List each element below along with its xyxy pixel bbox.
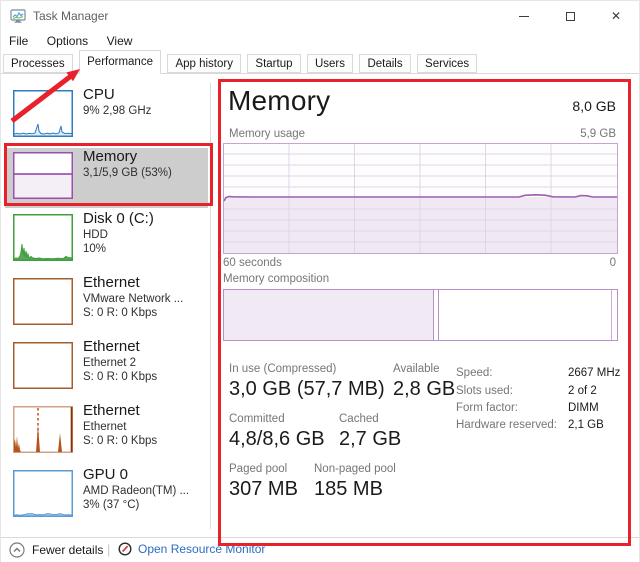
maximize-icon (565, 11, 575, 21)
maximize-button[interactable] (547, 1, 593, 31)
sidebar-ethernet1-detail1: VMware Network ... (83, 293, 184, 305)
fewer-details-button[interactable]: Fewer details (9, 542, 103, 558)
available-value: 2,8 GB (393, 378, 456, 400)
sidebar-gpu-label: GPU 0 (83, 466, 129, 483)
sidebar-disk-label: Disk 0 (C:) (83, 210, 154, 227)
close-button[interactable]: ✕ (593, 1, 639, 31)
paged-pool-label: Paged pool (229, 463, 288, 475)
sidebar-item-disk0[interactable]: Disk 0 (C:) HDD 10% (5, 210, 208, 270)
cached-value: 2,7 GB (339, 428, 402, 450)
sidebar-disk-detail2: 10% (83, 243, 107, 255)
sidebar-cpu-label: CPU (83, 86, 115, 103)
memory-usage-label: Memory usage (229, 128, 306, 140)
tab-services[interactable]: Services (417, 54, 478, 73)
menu-item-file[interactable]: File (9, 34, 29, 48)
memory-composition-bar (223, 289, 618, 341)
sidebar-disk-detail1: HDD (83, 229, 108, 241)
cached-label: Cached (339, 413, 379, 425)
sidebar-ethernet3-detail1: Ethernet (83, 421, 127, 433)
tab-bar: Processes Performance App history Startu… (1, 49, 639, 74)
sidebar-gpu-detail2: 3% (37 °C) (83, 499, 140, 511)
paged-pool-value: 307 MB (229, 478, 298, 500)
sidebar-ethernet2-detail2: S: 0 R: 0 Kbps (83, 371, 158, 383)
tab-startup[interactable]: Startup (247, 54, 301, 73)
form-factor-value: DIMM (568, 402, 599, 414)
graph-time-span-label: 60 seconds (223, 257, 282, 269)
sidebar-memory-detail: 3,1/5,9 GB (53%) (83, 167, 172, 179)
title-bar: Task Manager ✕ (1, 1, 639, 31)
sidebar-item-gpu0[interactable]: GPU 0 AMD Radeon(TM) ... 3% (37 °C) (5, 466, 208, 526)
sidebar-separator (210, 83, 211, 529)
available-label: Available (393, 363, 440, 375)
speed-label: Speed: (456, 367, 493, 379)
speed-value: 2667 MHz (568, 367, 621, 379)
sidebar-ethernet3-detail2: S: 0 R: 0 Kbps (83, 435, 158, 447)
committed-label: Committed (229, 413, 285, 425)
sidebar-ethernet1-label: Ethernet (83, 274, 140, 291)
memory-usage-max: 5,9 GB (580, 128, 616, 140)
resource-monitor-icon (118, 542, 132, 556)
sidebar-ethernet2-detail1: Ethernet 2 (83, 357, 137, 369)
menu-item-options[interactable]: Options (46, 34, 89, 48)
footer-bar: Fewer details | Open Resource Monitor (1, 537, 639, 562)
sidebar-item-memory[interactable]: Memory 3,1/5,9 GB (53%) (5, 148, 208, 208)
sidebar-cpu-detail: 9% 2,98 GHz (83, 105, 152, 117)
sidebar-ethernet1-detail2: S: 0 R: 0 Kbps (83, 307, 158, 319)
memory-mini-graph (13, 152, 73, 199)
gpu-mini-graph (13, 470, 73, 517)
footer-divider: | (107, 542, 111, 557)
annotation-arrow (10, 69, 80, 123)
sidebar-item-ethernet-3[interactable]: Ethernet Ethernet S: 0 R: 0 Kbps (5, 402, 208, 462)
memory-composition-label: Memory composition (223, 273, 330, 285)
annotation-box-memory-panel (218, 79, 631, 546)
page-title: Memory (228, 85, 331, 116)
ethernet3-mini-graph (13, 406, 73, 453)
menu-bar: File Options View (1, 32, 639, 49)
tab-processes[interactable]: Processes (3, 54, 73, 73)
task-manager-icon (10, 9, 26, 23)
sidebar-memory-label: Memory (83, 148, 138, 165)
disk-mini-graph (13, 214, 73, 261)
chevron-up-icon (9, 542, 25, 558)
ethernet1-mini-graph (13, 278, 73, 325)
menu-item-view[interactable]: View (106, 34, 133, 48)
in-use-label: In use (Compressed) (229, 363, 337, 375)
minimize-icon (519, 15, 529, 17)
non-paged-pool-label: Non-paged pool (314, 463, 396, 475)
committed-value: 4,8/8,6 GB (229, 428, 325, 450)
slots-used-value: 2 of 2 (568, 385, 597, 397)
in-use-value: 3,0 GB (57,7 MB) (229, 378, 385, 400)
non-paged-pool-value: 185 MB (314, 478, 383, 500)
graph-time-zero-label: 0 (609, 257, 616, 269)
hardware-reserved-label: Hardware reserved: (456, 419, 557, 431)
tab-app-history[interactable]: App history (167, 54, 241, 73)
memory-capacity: 8,0 GB (572, 98, 616, 114)
ethernet2-mini-graph (13, 342, 73, 389)
form-factor-label: Form factor: (456, 402, 518, 414)
sidebar-gpu-detail1: AMD Radeon(TM) ... (83, 485, 190, 497)
sidebar-ethernet2-label: Ethernet (83, 338, 140, 355)
hardware-reserved-value: 2,1 GB (568, 419, 604, 431)
sidebar-item-ethernet-1[interactable]: Ethernet VMware Network ... S: 0 R: 0 Kb… (5, 274, 208, 334)
window-title: Task Manager (33, 9, 109, 23)
memory-usage-graph (223, 143, 618, 254)
close-icon: ✕ (610, 9, 622, 23)
tab-users[interactable]: Users (306, 54, 353, 73)
minimize-button[interactable] (501, 1, 547, 31)
annotation-box-memory-item (4, 143, 213, 206)
sidebar-item-ethernet-2[interactable]: Ethernet Ethernet 2 S: 0 R: 0 Kbps (5, 338, 208, 398)
fewer-details-label: Fewer details (32, 543, 104, 557)
sidebar-ethernet3-label: Ethernet (83, 402, 140, 419)
slots-used-label: Slots used: (456, 385, 513, 397)
tab-details[interactable]: Details (359, 54, 411, 73)
tab-performance[interactable]: Performance (79, 50, 161, 74)
